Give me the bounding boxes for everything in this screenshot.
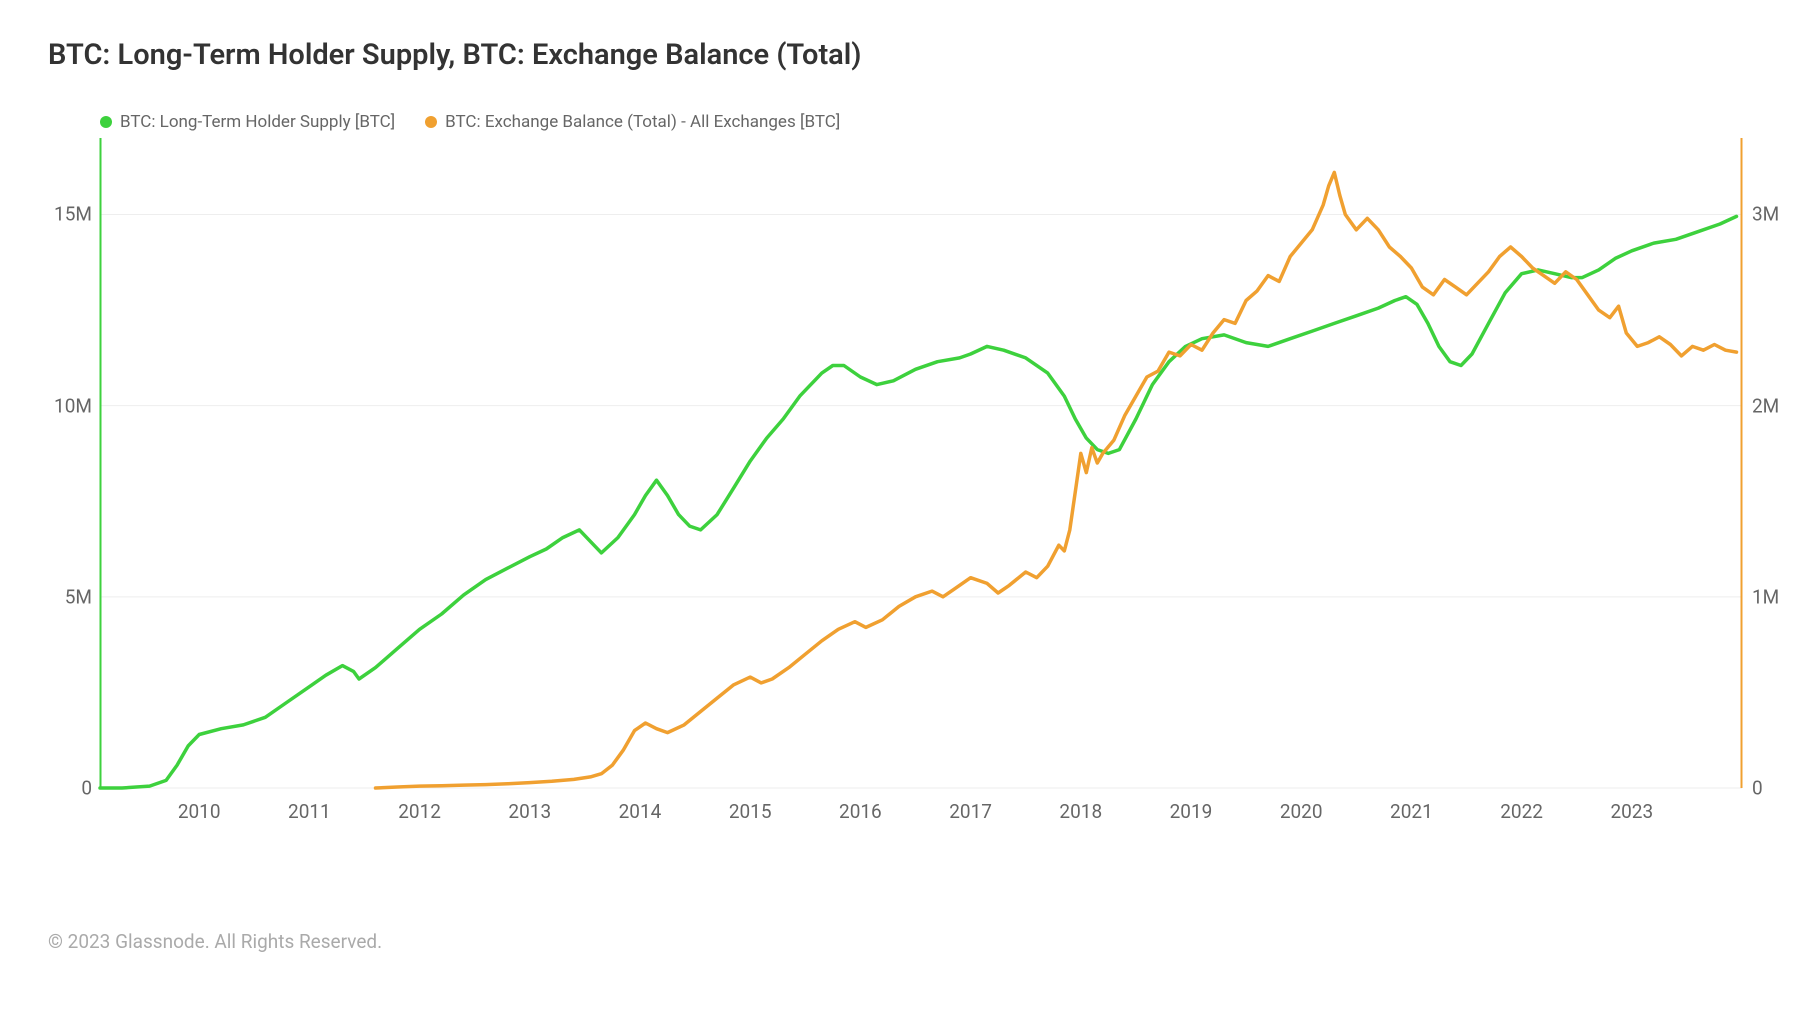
x-tick: 2021 [1390,800,1433,823]
chart-plot-area [100,138,1742,788]
chart-legend: BTC: Long-Term Holder Supply [BTC] BTC: … [100,112,840,132]
legend-item-exchange: BTC: Exchange Balance (Total) - All Exch… [425,112,840,132]
x-tick: 2015 [729,800,772,823]
x-tick: 2012 [398,800,441,823]
chart-title: BTC: Long-Term Holder Supply, BTC: Excha… [48,38,861,72]
legend-dot-lth [100,116,112,128]
x-tick: 2018 [1059,800,1102,823]
y-left-tick: 0 [81,777,92,800]
x-tick: 2013 [508,800,551,823]
chart-svg [100,138,1742,788]
y-right-tick: 1M [1752,585,1779,608]
y-left-tick: 5M [65,585,92,608]
legend-item-lth: BTC: Long-Term Holder Supply [BTC] [100,112,395,132]
y-right-tick: 0 [1752,777,1763,800]
legend-label-exchange: BTC: Exchange Balance (Total) - All Exch… [445,112,840,132]
x-tick: 2023 [1610,800,1653,823]
y-left-tick: 10M [54,394,92,417]
legend-dot-exchange [425,116,437,128]
copyright-footer: © 2023 Glassnode. All Rights Reserved. [48,930,382,953]
x-tick: 2010 [178,800,221,823]
x-tick: 2017 [949,800,992,823]
x-tick: 2019 [1170,800,1213,823]
x-tick: 2014 [619,800,662,823]
legend-label-lth: BTC: Long-Term Holder Supply [BTC] [120,112,395,132]
x-tick: 2011 [288,800,331,823]
y-right-tick: 2M [1752,394,1779,417]
y-left-tick: 15M [54,203,92,226]
x-tick: 2016 [839,800,882,823]
y-right-tick: 3M [1752,203,1779,226]
x-tick: 2020 [1280,800,1323,823]
x-tick: 2022 [1500,800,1543,823]
